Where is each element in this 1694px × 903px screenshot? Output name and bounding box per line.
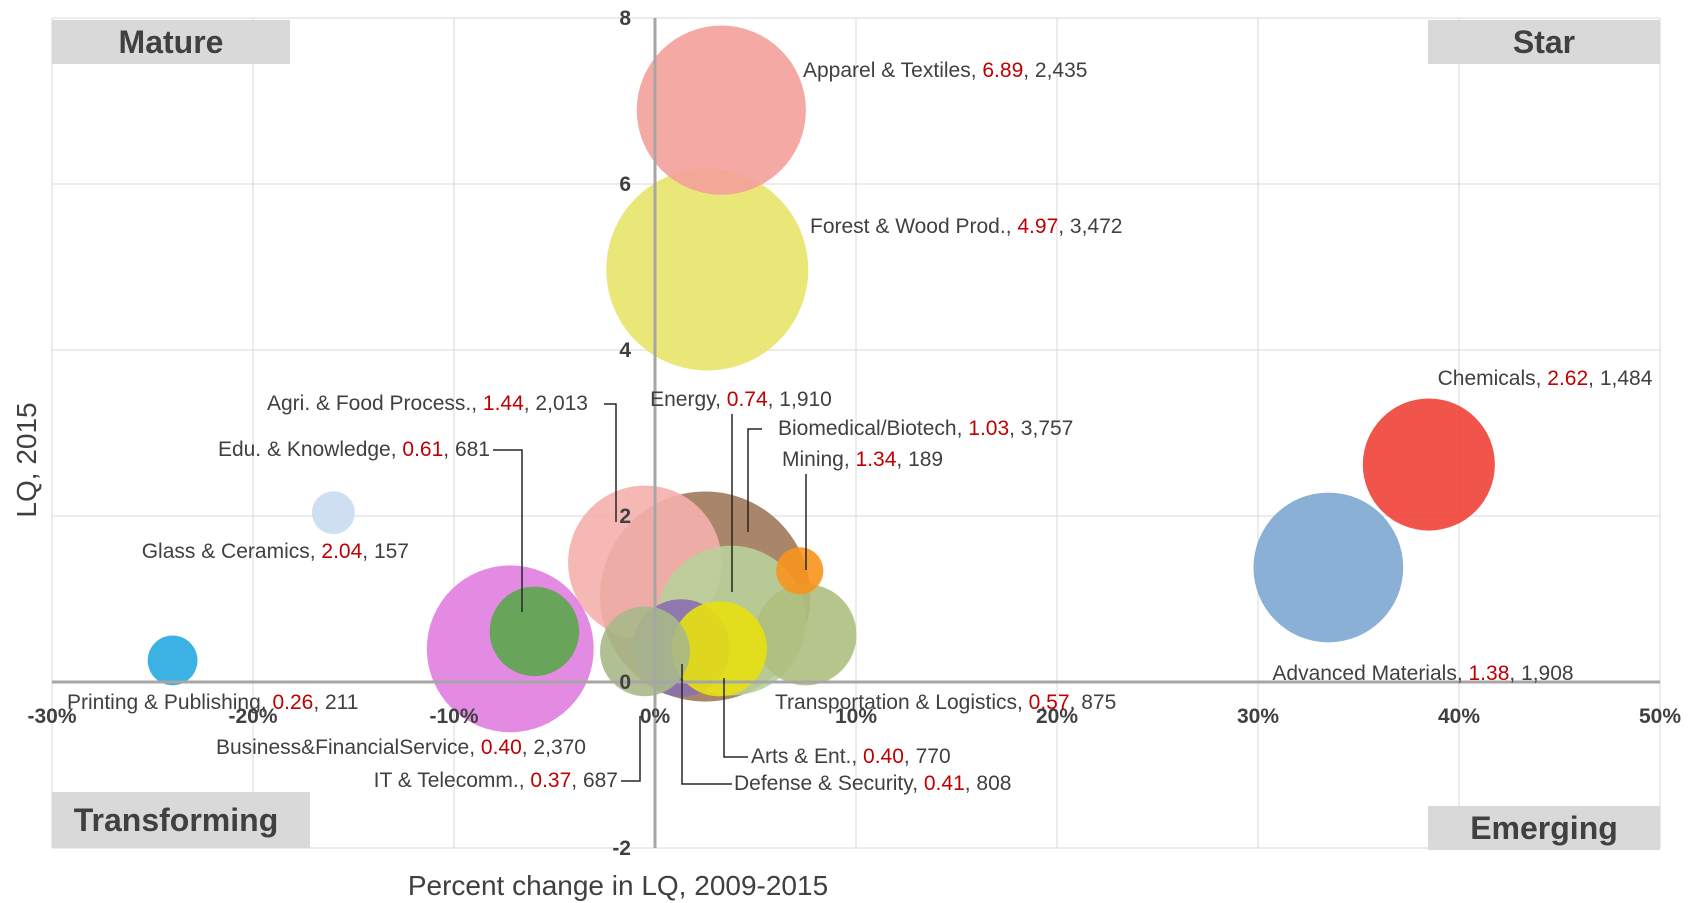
bubble-arts-ent- [671, 601, 767, 697]
bubble-transportation-logistics [755, 583, 857, 686]
data-label: Advanced Materials, 1.38, 1,908 [1272, 662, 1573, 685]
bubble-glass-ceramics [311, 491, 355, 535]
bubble-it-telecomm- [600, 606, 690, 697]
y-tick-label: 8 [619, 7, 631, 30]
data-labels: Apparel & Textiles, 6.89, 2,435 Forest & … [67, 59, 1653, 795]
x-tick-label: 10% [835, 705, 877, 728]
leader-line [621, 716, 641, 782]
bubble-advanced-materials [1253, 492, 1404, 643]
y-tick-label: 6 [619, 173, 631, 196]
data-label: Defense & Security, 0.41, 808 [734, 772, 1011, 795]
x-tick-label: 40% [1438, 705, 1480, 728]
leader-line [493, 449, 523, 612]
data-label: Forest & Wood Prod., 4.97, 3,472 [810, 215, 1122, 238]
x-tick-label: -10% [429, 705, 478, 728]
bubbles [147, 25, 1495, 733]
quadrant-label-transforming: Transforming [74, 802, 278, 838]
x-tick-label: 20% [1036, 705, 1078, 728]
data-label: Biomedical/Biotech, 1.03, 3,757 [778, 417, 1073, 440]
leader-line [747, 428, 762, 532]
x-tick-label: 0% [640, 705, 671, 728]
x-tick-label: -20% [228, 705, 277, 728]
data-label: Glass & Ceramics, 2.04, 157 [142, 540, 409, 563]
y-tick-label: 4 [619, 339, 631, 362]
bubble-mining [776, 547, 824, 595]
y-tick-label: 0 [619, 671, 631, 694]
data-label: Business&FinancialService, 0.40, 2,370 [216, 736, 586, 759]
axes: -30% -20% -10% 0% 10% 20% 30% 40% 50% -2 0 2 4 6 8 [27, 7, 1681, 860]
leader-lines [493, 403, 807, 785]
x-axis-title: Percent change in LQ, 2009-2015 [408, 870, 828, 901]
data-label: Printing & Publishing, 0.26, 211 [67, 691, 358, 714]
y-axis-title: LQ, 2015 [11, 402, 42, 517]
quadrant-label-box [1428, 20, 1660, 64]
quadrant-label-star: Star [1513, 24, 1575, 60]
x-tick-label: 50% [1639, 705, 1681, 728]
data-label: Transportation & Logistics, 0.57, 875 [775, 691, 1116, 714]
quadrant-labels: Mature Star Transforming Emerging [52, 20, 1660, 850]
data-label: Arts & Ent., 0.40, 770 [751, 745, 951, 768]
quadrant-label-box [52, 20, 290, 64]
quadrant-label-box [52, 792, 310, 848]
data-label: Chemicals, 2.62, 1,484 [1438, 367, 1653, 390]
quadrant-label-mature: Mature [119, 24, 224, 60]
bubble-apparel-textiles [636, 25, 806, 195]
x-tick-label: -30% [27, 705, 76, 728]
leader-line [604, 403, 617, 522]
data-label: Energy, 0.74, 1,910 [650, 388, 832, 411]
x-tick-label: 30% [1237, 705, 1279, 728]
data-label: Edu. & Knowledge, 0.61, 681 [218, 438, 490, 461]
quadrant-label-emerging: Emerging [1470, 810, 1618, 846]
bubble-edu-knowledge [489, 586, 580, 677]
data-label: Agri. & Food Process., 1.44, 2,013 [267, 392, 588, 415]
data-label: Mining, 1.34, 189 [782, 448, 943, 471]
y-tick-label: -2 [612, 837, 631, 860]
data-label: Apparel & Textiles, 6.89, 2,435 [803, 59, 1087, 82]
bubble-printing-publishing [147, 635, 198, 686]
leader-line [681, 664, 732, 785]
leader-line [723, 678, 748, 758]
quadrant-label-box [1428, 806, 1660, 850]
bubble-chemicals [1362, 398, 1495, 531]
bubble-forest-wood-prod- [606, 168, 809, 371]
y-tick-label: 2 [619, 505, 631, 528]
data-label: IT & Telecomm., 0.37, 687 [374, 769, 618, 792]
